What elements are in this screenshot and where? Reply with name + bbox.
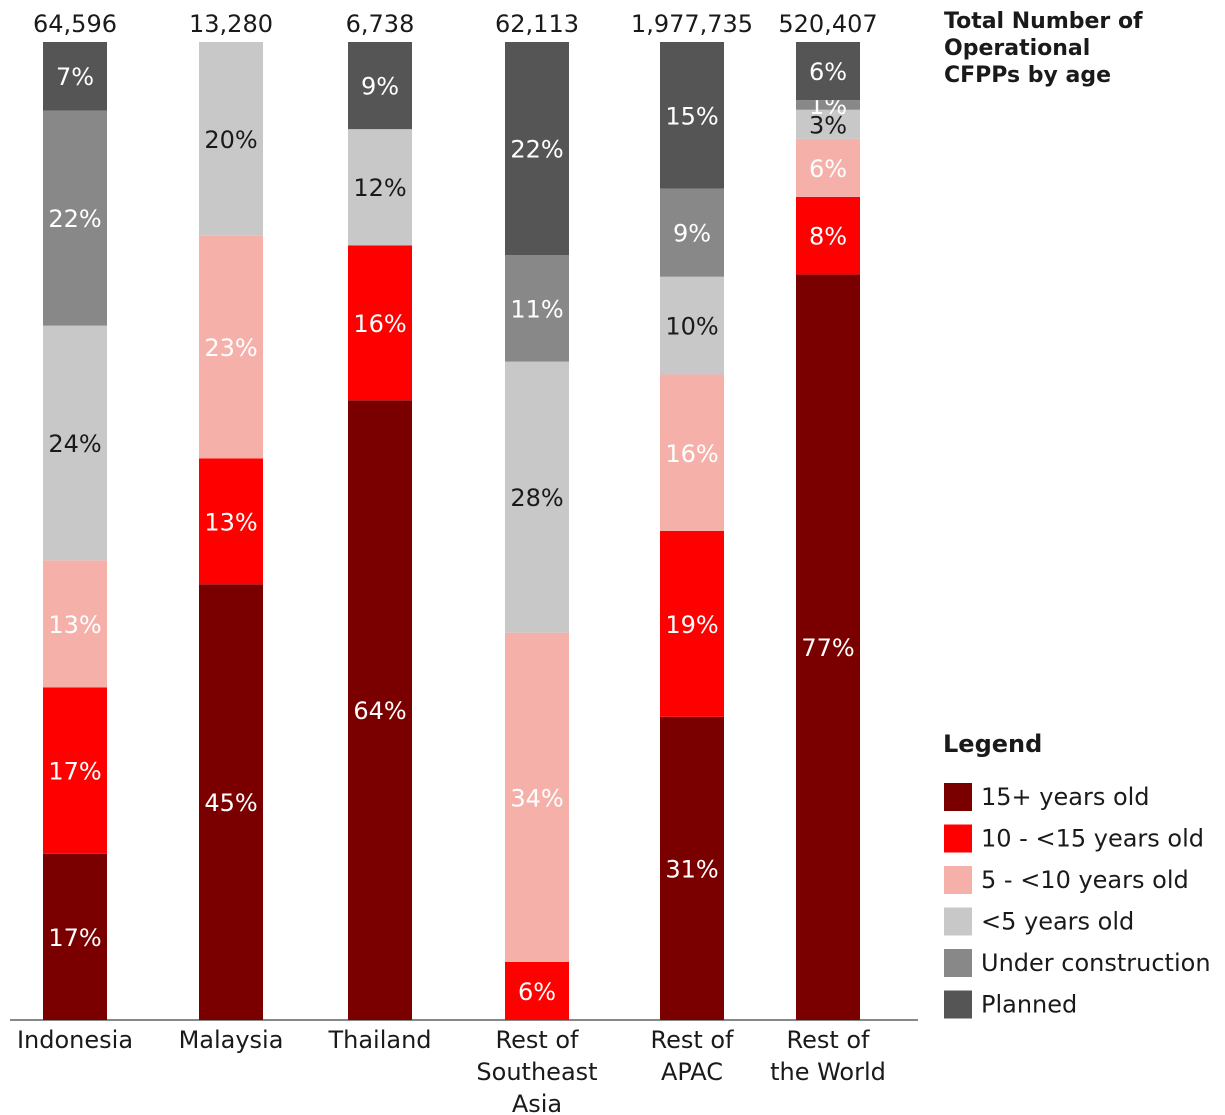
value-label: 16% [353,310,406,338]
bar-segment [796,100,860,110]
value-label: 6% [809,155,847,183]
x-tick-label: Indonesia [16,1026,134,1054]
value-label: 28% [510,484,563,512]
bar-segment [796,274,860,1021]
value-label: 19% [665,611,718,639]
bar-segment [348,129,412,246]
legend-swatch [944,907,972,936]
total-label: 1,977,735 [631,10,753,38]
bar-segment [505,961,569,1020]
total-label: 6,738 [346,10,415,38]
legend-swatch [944,824,972,853]
value-label: 13% [48,611,101,639]
value-label: 13% [204,508,257,536]
x-tick-label: Malaysia [178,1026,284,1054]
value-label: 7% [56,63,94,91]
bar-segment [505,632,569,962]
value-label: 77% [801,634,854,662]
total-label: 520,407 [778,10,877,38]
value-label: 8% [809,223,847,251]
value-label: 23% [204,334,257,362]
bar-segment [199,235,263,459]
bar-segment [348,400,412,1020]
value-label: 9% [361,73,399,101]
value-label: 9% [673,220,711,248]
bar-segment [660,188,724,277]
bar-segment [43,853,107,1020]
bar-segment [660,531,724,717]
bar-segment [43,42,107,111]
value-label: 10% [665,313,718,341]
total-label: 64,596 [33,10,117,38]
value-label: 3% [809,111,847,139]
x-tick-label: Thailand [328,1026,432,1054]
bar-segment [660,42,724,189]
value-label: 22% [48,205,101,233]
total-label: 13,280 [189,10,273,38]
x-tick-label: Rest of the World [770,1026,886,1086]
bar-segment [43,687,107,854]
bar-segment [199,42,263,236]
value-label: 6% [518,978,556,1006]
bar-segment [796,42,860,101]
value-label: 11% [510,295,563,323]
bar-segment [43,560,107,688]
bar-segment [505,255,569,362]
bar-segment [660,276,724,375]
value-label: 45% [204,789,257,817]
legend-label: Planned [981,991,1077,1019]
totals-title: Total Number of Operational CFPPs by age [944,9,1143,88]
legend-label: 15+ years old [981,783,1150,811]
bar-segment [796,109,860,139]
value-label: 20% [204,126,257,154]
total-label: 62,113 [495,10,579,38]
value-label: 17% [48,924,101,952]
bar-segment [505,42,569,256]
value-label: 12% [353,174,406,202]
bar-segment [348,245,412,401]
value-label: 6% [809,58,847,86]
value-label: 34% [510,784,563,812]
bar-segment [348,42,412,130]
legend-label: <5 years old [981,908,1134,936]
legend-swatch [944,949,972,977]
legend-label: 10 - <15 years old [981,825,1204,853]
bar-segment [505,361,569,633]
bar-segment [43,110,107,326]
bar-segment [43,325,107,561]
value-label: 22% [510,136,563,164]
value-label: 64% [353,697,406,725]
bar-segment [199,458,263,585]
bar-segment [660,716,724,1020]
legend-title: Legend [943,730,1042,758]
value-label: 17% [48,758,101,786]
bar-segment [796,196,860,275]
bar-segment [660,374,724,531]
value-label: 15% [665,102,718,130]
bar-segment [199,584,263,1020]
legend-swatch [944,990,972,1019]
value-label: 16% [665,440,718,468]
value-label: 31% [665,855,718,883]
bar-segment [796,138,860,197]
x-tick-label: Rest of Southeast Asia [476,1026,598,1115]
x-tick-label: Rest of APAC [650,1026,734,1086]
value-label: 24% [48,430,101,458]
legend-swatch [944,866,972,894]
legend-label: Under construction [981,949,1211,977]
legend-swatch [944,783,972,811]
legend-label: 5 - <10 years old [981,866,1189,894]
